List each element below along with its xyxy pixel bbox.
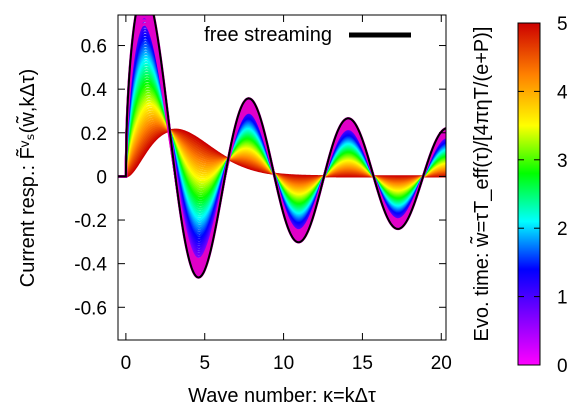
x-tick-label: 0: [121, 353, 132, 374]
response-curve: [118, 129, 446, 179]
free-streaming-curve: [118, 15, 446, 279]
response-curves: [118, 15, 446, 279]
plot-frame: [117, 14, 447, 341]
colorbar-tick-label: 5: [557, 14, 568, 35]
y-tick-label: -0.6: [74, 298, 107, 319]
plot-area: [117, 14, 447, 341]
x-tick-label: 5: [199, 353, 210, 374]
response-curve: [118, 128, 446, 178]
y-tick-label: 0.6: [81, 37, 107, 58]
colorbar-tick-label: 1: [557, 288, 568, 309]
colorbar-tick-label: 0: [557, 356, 568, 377]
legend: free streaming: [204, 24, 411, 46]
response-curve: [118, 129, 446, 180]
response-curve: [118, 128, 446, 182]
y-tick-label: 0: [96, 167, 107, 188]
response-curve: [118, 129, 446, 181]
colorbar-gradient: [517, 22, 541, 366]
y-tick-label: 0.2: [81, 124, 107, 145]
colorbar-label: Evo. time: w̃=τT_eff(τ)/[4πηT/(e+P)]: [470, 27, 493, 342]
colorbar-ticks: 5 4 3 2 1 0: [518, 14, 568, 377]
x-tick-label: 15: [352, 353, 373, 374]
colorbar-tick-label: 4: [557, 82, 568, 103]
y-axis-label: Current resp.: F̃ᵛₛ(w̃,kΔτ): [16, 69, 39, 288]
legend-label-free-streaming: free streaming: [204, 24, 332, 46]
y-tick-label: -0.4: [74, 255, 107, 276]
y-tick-label: 0.4: [81, 80, 108, 101]
axis-ticks: 0 5 10 15 20 0.6 0.4 0.2 0 -0.2 -0.4 -0.6: [74, 15, 452, 374]
colorbar-tick-label: 2: [557, 219, 568, 240]
colorbar-tick-label: 3: [557, 151, 568, 172]
response-curve: [118, 127, 446, 183]
colorbar: [517, 22, 541, 366]
x-tick-label: 10: [273, 353, 294, 374]
x-axis-label: Wave number: κ=kΔτ: [188, 385, 376, 407]
x-tick-label: 20: [431, 353, 452, 374]
y-tick-label: -0.2: [74, 211, 107, 232]
